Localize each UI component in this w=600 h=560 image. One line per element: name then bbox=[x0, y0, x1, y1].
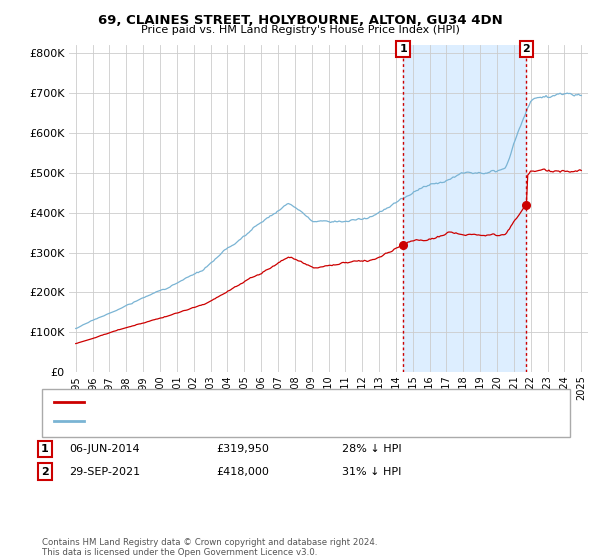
Text: 29-SEP-2021: 29-SEP-2021 bbox=[69, 466, 140, 477]
Text: 1: 1 bbox=[399, 44, 407, 54]
Text: 69, CLAINES STREET, HOLYBOURNE, ALTON, GU34 4DN (detached house): 69, CLAINES STREET, HOLYBOURNE, ALTON, G… bbox=[90, 396, 454, 407]
Text: 69, CLAINES STREET, HOLYBOURNE, ALTON, GU34 4DN: 69, CLAINES STREET, HOLYBOURNE, ALTON, G… bbox=[98, 14, 502, 27]
Text: HPI: Average price, detached house, East Hampshire: HPI: Average price, detached house, East… bbox=[90, 416, 353, 426]
Text: 1: 1 bbox=[41, 444, 49, 454]
Text: 31% ↓ HPI: 31% ↓ HPI bbox=[342, 466, 401, 477]
Text: £319,950: £319,950 bbox=[216, 444, 269, 454]
Text: 2: 2 bbox=[41, 466, 49, 477]
Text: 2: 2 bbox=[523, 44, 530, 54]
Bar bbox=[403, 45, 526, 372]
Text: 06-JUN-2014: 06-JUN-2014 bbox=[69, 444, 140, 454]
Text: Contains HM Land Registry data © Crown copyright and database right 2024.
This d: Contains HM Land Registry data © Crown c… bbox=[42, 538, 377, 557]
Text: £418,000: £418,000 bbox=[216, 466, 269, 477]
Text: Price paid vs. HM Land Registry's House Price Index (HPI): Price paid vs. HM Land Registry's House … bbox=[140, 25, 460, 35]
Text: 28% ↓ HPI: 28% ↓ HPI bbox=[342, 444, 401, 454]
